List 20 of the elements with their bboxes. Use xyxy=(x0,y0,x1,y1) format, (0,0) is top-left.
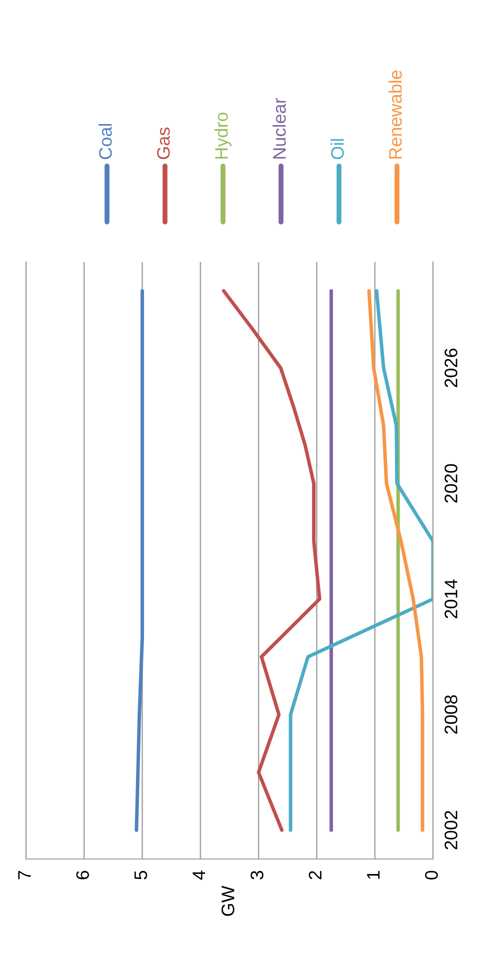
x-tick-label: 0 xyxy=(425,870,438,880)
text: Coal xyxy=(98,124,112,160)
x-tick-label: 3 xyxy=(250,870,264,880)
y-tick-label: 2014 xyxy=(444,579,458,618)
x-tick-label: 5 xyxy=(134,870,148,880)
x-tick-label: 2 xyxy=(308,871,322,880)
text: Hydro xyxy=(214,112,232,159)
text: Gas xyxy=(157,128,170,160)
x-tick-label: 4 xyxy=(192,870,206,880)
text: Oil xyxy=(330,139,344,160)
x-tick-label: 1 xyxy=(367,870,380,879)
y-tick-label: 2026 xyxy=(444,348,458,388)
text: Renewable xyxy=(388,70,402,159)
y-tick-label: 2020 xyxy=(444,464,458,503)
y-tick-label: 2008 xyxy=(444,695,458,734)
y-tick-label: 2002 xyxy=(444,810,458,850)
y-axis-title: GW xyxy=(222,886,234,916)
x-tick-label: 6 xyxy=(76,870,89,880)
x-tick-label: 7 xyxy=(18,871,31,880)
text: Nuclear xyxy=(272,98,286,159)
